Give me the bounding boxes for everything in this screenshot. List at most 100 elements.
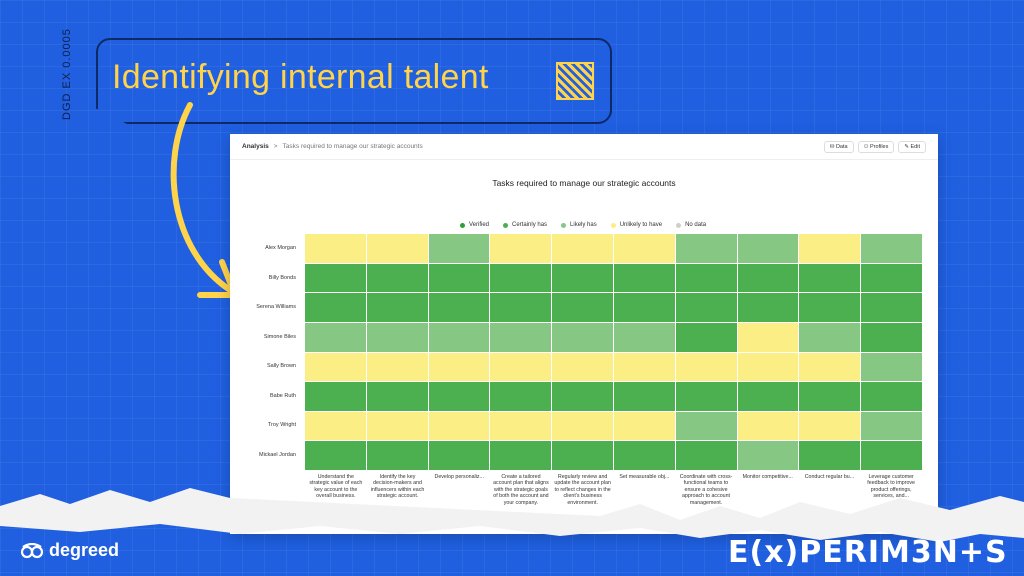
edit-button-label: Edit [910,143,920,150]
heatmap-cell[interactable] [737,293,799,322]
heatmap-cell[interactable] [305,293,366,322]
heatmap-cell[interactable] [428,382,490,411]
heatmap-cell[interactable] [552,263,613,293]
legend-label: Certainly has [512,222,548,228]
heatmap-cell[interactable] [861,382,922,411]
heatmap-cell[interactable] [613,382,675,411]
heatmap-cell[interactable] [613,411,675,441]
column-label: Leverage customer feedback to improve pr… [867,474,915,500]
heatmap-cell[interactable] [861,322,922,352]
heatmap-cell[interactable] [737,411,799,441]
heatmap-cell[interactable] [366,293,428,322]
heatmap-cell[interactable] [737,234,799,263]
heatmap-cell[interactable] [799,411,861,441]
heatmap-cell[interactable] [366,263,428,293]
heatmap-cell[interactable] [675,382,737,411]
heatmap-cell[interactable] [552,234,613,263]
heatmap-cell[interactable] [675,234,737,263]
heatmap-cell[interactable] [799,352,861,382]
heatmap-cell[interactable] [490,382,552,411]
heatmap-cell[interactable] [490,293,552,322]
heatmap-cell[interactable] [799,322,861,352]
heatmap-cell[interactable] [490,263,552,293]
column-label: Conduct regular bu... [804,474,855,480]
heatmap-cell[interactable] [799,234,861,263]
heatmap-cell[interactable] [305,382,366,411]
heatmap-cell[interactable] [675,441,737,470]
heatmap-cell[interactable] [366,382,428,411]
heatmap-cell[interactable] [861,293,922,322]
heatmap-cell[interactable] [613,441,675,470]
heatmap-cell[interactable] [737,322,799,352]
edit-button[interactable]: ✎ Edit [898,140,926,153]
heatmap-cell[interactable] [305,411,366,441]
chart-legend: Verified Certainly has Likely has Unlikely … [460,222,706,228]
heatmap-cell[interactable] [613,263,675,293]
heatmap-cell[interactable] [552,322,613,352]
degreed-mark-icon [20,542,44,558]
heatmap-cell[interactable] [552,382,613,411]
heatmap-cell[interactable] [366,441,428,470]
heatmap-cell[interactable] [305,352,366,382]
action-bar: ⛁ Data ⚇ Profiles ✎ Edit [823,140,926,153]
heatmap-cell[interactable] [366,352,428,382]
heatmap-cell[interactable] [305,441,366,470]
heatmap-cell[interactable] [428,293,490,322]
column-label: Coordinate with cross-functional teams t… [679,474,733,506]
heatmap-cell[interactable] [675,352,737,382]
heatmap-cell[interactable] [428,234,490,263]
heatmap-cell[interactable] [737,441,799,470]
heatmap-cell[interactable] [552,411,613,441]
heatmap-cell[interactable] [490,322,552,352]
heatmap-cell[interactable] [366,411,428,441]
heatmap-cell[interactable] [675,411,737,441]
heatmap-cell[interactable] [428,411,490,441]
column-label: Create a tailored account plan that alig… [493,474,549,506]
heatmap-cell[interactable] [613,234,675,263]
legend-label: Verified [469,222,490,228]
heatmap-cell[interactable] [799,263,861,293]
heatmap-cell[interactable] [490,234,552,263]
heatmap-cell[interactable] [613,293,675,322]
heatmap-cell[interactable] [490,352,552,382]
heatmap-cell[interactable] [366,322,428,352]
heatmap-cell[interactable] [737,263,799,293]
heatmap-cell[interactable] [428,441,490,470]
heatmap-cell[interactable] [861,352,922,382]
breadcrumb-root[interactable]: Analysis [242,143,269,150]
data-button[interactable]: ⛁ Data [823,140,854,153]
heatmap-cell[interactable] [675,263,737,293]
heatmap-cell[interactable] [428,322,490,352]
heatmap-cell[interactable] [366,234,428,263]
heatmap-cell[interactable] [305,263,366,293]
profiles-button[interactable]: ⚇ Profiles [857,140,895,153]
heatmap-cell[interactable] [613,322,675,352]
column-labels: Understand the strategic value of each k… [305,474,922,506]
heatmap-cell[interactable] [861,411,922,441]
heatmap-cell[interactable] [675,293,737,322]
legend-label: Unlikely to have [619,222,663,228]
heatmap-cell[interactable] [737,382,799,411]
heatmap-cell[interactable] [737,352,799,382]
heatmap-cell[interactable] [552,352,613,382]
heatmap-cell[interactable] [799,382,861,411]
heatmap-cell[interactable] [428,263,490,293]
heatmap-cell[interactable] [552,441,613,470]
heatmap-cell[interactable] [552,293,613,322]
legend-swatch [610,222,616,228]
heatmap-cell[interactable] [490,441,552,470]
torn-paper-decoration [0,488,1024,542]
heatmap-cell[interactable] [305,234,366,263]
heatmap-cell[interactable] [861,263,922,293]
heatmap-cell[interactable] [675,322,737,352]
heatmap-cell[interactable] [861,441,922,470]
heatmap-cell[interactable] [305,322,366,352]
heatmap-cell[interactable] [799,293,861,322]
heatmap-cell[interactable] [490,411,552,441]
heatmap-cell[interactable] [861,234,922,263]
legend-item: Likely has [561,222,597,228]
heatmap-cell[interactable] [428,352,490,382]
heatmap-cell[interactable] [613,352,675,382]
heatmap-cell[interactable] [799,441,861,470]
profiles-button-label: Profiles [870,143,889,150]
